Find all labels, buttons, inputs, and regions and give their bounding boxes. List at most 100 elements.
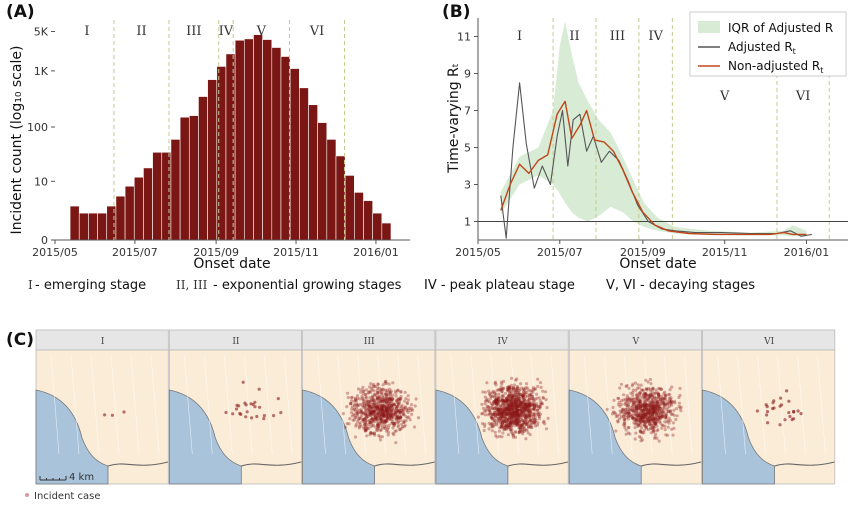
incident-case-point bbox=[537, 407, 541, 411]
incident-case-point bbox=[352, 399, 356, 403]
incident-case-point bbox=[500, 397, 504, 401]
incident-case-point bbox=[509, 391, 513, 395]
incident-bar bbox=[299, 87, 309, 241]
incident-case-point bbox=[620, 399, 624, 403]
incident-case-point bbox=[510, 412, 515, 416]
incident-case-point bbox=[343, 425, 347, 429]
incident-case-point bbox=[634, 406, 639, 410]
incident-case-point bbox=[378, 390, 382, 394]
incident-case-point bbox=[364, 416, 368, 420]
incident-case-point bbox=[662, 401, 666, 405]
incident-case-point bbox=[494, 397, 498, 401]
incident-case-point bbox=[512, 414, 516, 418]
incident-case-point bbox=[512, 383, 517, 387]
incident-case-point bbox=[368, 421, 372, 425]
incident-case-point bbox=[361, 392, 365, 396]
incident-case-point bbox=[518, 425, 522, 430]
incident-case-point bbox=[502, 415, 507, 419]
incident-case-point bbox=[643, 391, 647, 395]
incident-case-point bbox=[515, 386, 519, 390]
incident-case-point bbox=[372, 399, 376, 403]
incident-case-point bbox=[505, 405, 509, 409]
incident-case-point bbox=[651, 403, 656, 407]
incident-case-point bbox=[657, 411, 661, 415]
incident-case-point bbox=[509, 411, 513, 415]
incident-case-point bbox=[520, 418, 524, 422]
incident-case-point bbox=[489, 414, 493, 418]
incident-case-point bbox=[529, 418, 533, 422]
incident-case-point bbox=[632, 400, 636, 404]
incident-case-point bbox=[640, 412, 644, 416]
incident-case-point bbox=[380, 417, 384, 421]
incident-case-point bbox=[528, 413, 533, 417]
incident-case-point bbox=[644, 378, 648, 382]
incident-case-point bbox=[372, 403, 376, 407]
incident-case-point bbox=[658, 397, 663, 402]
incident-case-point bbox=[390, 409, 394, 413]
incident-case-point bbox=[499, 416, 503, 420]
incident-case-point bbox=[349, 401, 353, 405]
incident-case-point bbox=[518, 430, 522, 434]
incident-case-point bbox=[624, 397, 628, 401]
incident-case-point bbox=[627, 411, 631, 415]
incident-case-point bbox=[522, 409, 526, 413]
incident-case-point bbox=[380, 413, 384, 417]
incident-case-point bbox=[514, 404, 519, 408]
incident-case-point bbox=[626, 414, 631, 418]
incident-case-point bbox=[647, 394, 651, 399]
incident-case-point bbox=[391, 408, 395, 412]
incident-case-point bbox=[362, 426, 366, 430]
incident-case-point bbox=[629, 414, 633, 418]
incident-case-point bbox=[645, 388, 649, 392]
incident-case-point bbox=[517, 420, 521, 425]
map-road bbox=[70, 354, 80, 455]
incident-case-point bbox=[641, 403, 645, 407]
incident-case-point bbox=[508, 424, 512, 428]
incident-case-point bbox=[511, 433, 515, 437]
incident-case-point bbox=[618, 413, 622, 417]
incident-case-point bbox=[617, 417, 622, 421]
incident-case-point bbox=[630, 384, 634, 388]
map-boundary bbox=[774, 461, 835, 467]
incident-case-point bbox=[493, 415, 497, 419]
incident-case-point bbox=[660, 426, 664, 430]
incident-case-point bbox=[652, 404, 656, 409]
x-tick-label: 2015/07 bbox=[112, 246, 158, 259]
incident-case-point bbox=[390, 415, 394, 419]
incident-case-point bbox=[381, 404, 385, 408]
incident-case-point bbox=[507, 405, 511, 409]
incident-case-point bbox=[667, 401, 671, 405]
incident-case-point bbox=[412, 425, 417, 429]
incident-case-point bbox=[514, 397, 518, 401]
incident-case-point bbox=[389, 408, 393, 412]
incident-case-point bbox=[514, 404, 518, 408]
incident-case-point bbox=[372, 413, 376, 417]
incident-case-point bbox=[623, 425, 627, 430]
incident-case-point bbox=[390, 415, 394, 419]
incident-case-point bbox=[375, 408, 379, 412]
incident-case-point bbox=[637, 401, 641, 406]
incident-case-point bbox=[499, 413, 503, 417]
incident-case-point bbox=[516, 395, 520, 400]
incident-case-point bbox=[396, 388, 400, 392]
incident-case-point bbox=[502, 386, 506, 390]
incident-case-point bbox=[642, 424, 647, 428]
incident-case-point bbox=[651, 410, 656, 414]
incident-case-point bbox=[508, 411, 512, 415]
incident-case-point bbox=[668, 409, 672, 413]
incident-case-point bbox=[493, 390, 497, 394]
incident-case-point bbox=[626, 414, 631, 419]
incident-case-point bbox=[627, 411, 632, 415]
incident-case-point bbox=[499, 385, 503, 389]
incident-case-point bbox=[506, 404, 510, 408]
incident-case-point bbox=[644, 412, 648, 416]
incident-case-point bbox=[494, 407, 498, 411]
incident-case-point bbox=[375, 396, 379, 400]
incident-case-point bbox=[521, 432, 525, 436]
incident-case-point bbox=[406, 394, 410, 398]
incident-case-point bbox=[481, 406, 485, 410]
incident-case-point bbox=[506, 405, 510, 409]
incident-case-point bbox=[496, 409, 500, 413]
incident-case-point bbox=[498, 399, 502, 403]
incident-case-point bbox=[498, 411, 502, 415]
